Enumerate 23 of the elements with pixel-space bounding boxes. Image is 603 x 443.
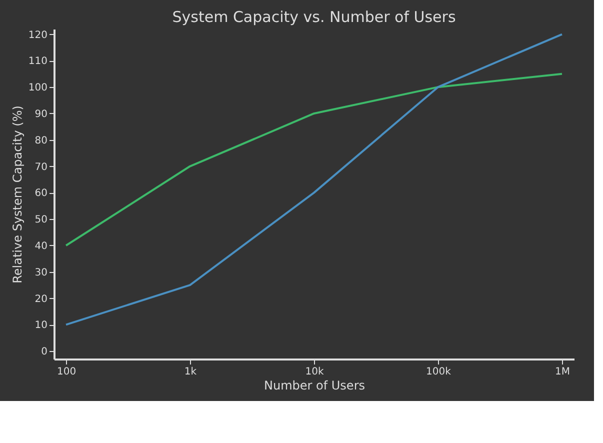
y-tick-label: 50	[34, 214, 48, 226]
x-axis-title: Number of Users	[264, 378, 366, 392]
y-tick-label: 110	[28, 56, 48, 68]
y-tick-label: 70	[34, 162, 48, 173]
x-tick-label: 1k	[184, 366, 197, 378]
y-axis-title: Relative System Capacity (%)	[10, 106, 24, 284]
y-tick-label: 10	[34, 320, 48, 332]
y-tick-label: 80	[34, 135, 48, 146]
y-tick-label: 20	[34, 294, 48, 305]
x-tick-label: 100	[56, 366, 76, 378]
y-tick-label: 120	[28, 30, 48, 41]
y-tick-label: 30	[34, 267, 48, 278]
line-series	[65, 33, 563, 326]
y-tick-label: 0	[41, 346, 48, 358]
y-tick-label: 40	[34, 240, 48, 252]
y-tick-label: 90	[34, 108, 48, 120]
y-tick-label: 100	[28, 82, 48, 94]
line-series	[65, 72, 563, 246]
x-tick-label: 10k	[305, 366, 324, 378]
x-tick-label: 100k	[426, 366, 452, 378]
chart-title: System Capacity vs. Number of Users	[172, 8, 456, 26]
y-tick-label: 60	[34, 188, 48, 200]
x-tick-label: 1M	[554, 366, 570, 378]
